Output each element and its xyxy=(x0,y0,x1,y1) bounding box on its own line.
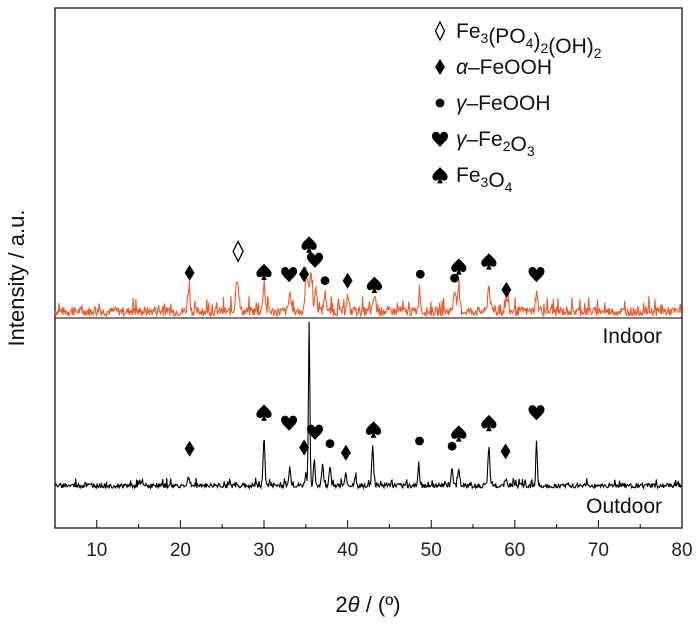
marker-gamma-Fe2O3 xyxy=(281,415,298,431)
marker-gamma-FeOOH xyxy=(450,273,459,283)
x-tick-label: 60 xyxy=(504,540,525,561)
legend-symbol-gamma-Fe2O3 xyxy=(431,131,449,147)
outdoor-label: Outdoor xyxy=(586,495,662,518)
x-axis-title-prefix: 2 xyxy=(335,592,347,617)
x-tick-label: 50 xyxy=(421,540,442,561)
marker-Fe3(PO4)2(OH)2 xyxy=(232,239,244,263)
legend-label: Fe3O4 xyxy=(456,164,513,195)
legend-entry: Fe3(PO4)2(OH)2 xyxy=(434,20,602,61)
x-axis-title-suffix: / (º) xyxy=(360,592,401,617)
legend-symbol-alpha-FeOOH xyxy=(435,59,445,75)
marker-alpha-FeOOH xyxy=(299,266,310,283)
legend-entry: α–FeOOH xyxy=(435,56,552,79)
marker-Fe3O4 xyxy=(451,258,467,275)
marker-gamma-Fe2O3 xyxy=(306,424,324,440)
x-tick-label: 30 xyxy=(253,540,274,561)
x-axis-title: 2θ / (º) xyxy=(335,592,400,617)
marker-gamma-Fe2O3 xyxy=(281,266,298,283)
y-axis-title: Intensity / a.u. xyxy=(4,210,29,347)
x-tick-label: 80 xyxy=(671,540,692,561)
legend-symbol-Fe3(PO4)2(OH)2 xyxy=(434,20,446,42)
marker-Fe3O4 xyxy=(365,421,382,438)
traces xyxy=(54,266,683,491)
marker-Fe3O4 xyxy=(256,404,272,421)
marker-Fe3O4 xyxy=(301,236,317,253)
marker-Fe3O4 xyxy=(366,276,383,293)
marker-gamma-Fe2O3 xyxy=(306,252,324,268)
legend-label: γ–FeOOH xyxy=(456,92,551,115)
legend-entry: Fe3O4 xyxy=(432,164,513,195)
marker-Fe3O4 xyxy=(481,253,497,270)
legend-entry: γ–FeOOH xyxy=(435,92,551,115)
plot-border xyxy=(54,7,683,529)
marker-gamma-Fe2O3 xyxy=(528,266,545,283)
marker-gamma-FeOOH xyxy=(415,436,424,446)
marker-Fe3O4 xyxy=(256,263,272,280)
x-axis: 10 20 30 40 50 60 70 80 xyxy=(54,520,693,561)
legend-symbol-gamma-FeOOH xyxy=(435,98,445,108)
marker-alpha-FeOOH xyxy=(501,281,512,298)
phase-markers xyxy=(184,236,545,461)
legend-label: γ–Fe2O3 xyxy=(456,128,535,159)
marker-gamma-FeOOH xyxy=(447,441,457,451)
x-tick-label: 70 xyxy=(588,540,609,561)
trace-outdoor xyxy=(54,321,682,491)
trace-indoor xyxy=(54,266,683,319)
marker-gamma-Fe2O3 xyxy=(528,405,545,421)
outdoor-panel: Outdoor xyxy=(586,495,662,518)
marker-Fe3O4 xyxy=(481,414,497,432)
legend-entry: γ–Fe2O3 xyxy=(431,128,535,159)
marker-alpha-FeOOH xyxy=(184,264,195,281)
indoor-label: Indoor xyxy=(602,325,662,348)
indoor-panel: Indoor xyxy=(602,325,662,348)
x-tick-label: 40 xyxy=(337,540,358,561)
legend: Fe3(PO4)2(OH)2α–FeOOH γ–FeOOH γ–Fe2O3 Fe3O4 xyxy=(431,20,602,195)
marker-alpha-FeOOH xyxy=(340,444,351,461)
x-tick-label: 10 xyxy=(86,540,107,561)
marker-alpha-FeOOH xyxy=(184,440,195,457)
plot-frame xyxy=(54,7,683,529)
marker-alpha-FeOOH xyxy=(500,443,511,460)
legend-symbol-Fe3O4 xyxy=(432,167,448,184)
x-axis-title-theta: θ xyxy=(348,592,360,617)
marker-Fe3O4 xyxy=(451,425,467,442)
marker-gamma-FeOOH xyxy=(415,269,425,279)
marker-gamma-FeOOH xyxy=(320,276,330,286)
marker-alpha-FeOOH xyxy=(342,272,353,289)
legend-label: Fe3(PO4)2(OH)2 xyxy=(456,20,602,61)
legend-label: α–FeOOH xyxy=(456,56,552,79)
marker-gamma-FeOOH xyxy=(325,439,335,448)
x-tick-label: 20 xyxy=(170,540,191,561)
